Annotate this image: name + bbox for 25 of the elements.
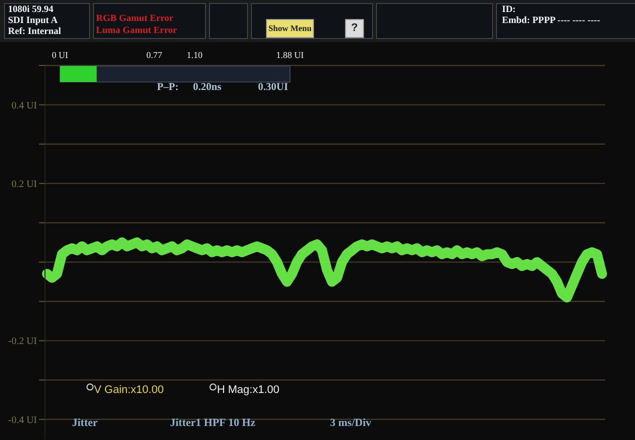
- x-tick-label: 1.88 UI: [276, 50, 304, 60]
- annotation: 0.20ns: [193, 82, 222, 94]
- y-tick-label: 0.4 UI: [11, 100, 37, 112]
- y-tick-label: -0.4 UI: [8, 414, 37, 426]
- x-tick-label: 0.77: [146, 50, 163, 60]
- annotation: Jitter1 HPF 10 Hz: [170, 417, 256, 430]
- annotation: V Gain:x10.00: [94, 384, 164, 396]
- text: Embd: PPPP ---- ---- ----: [502, 16, 600, 26]
- x-tick-label: 1.10: [186, 50, 203, 60]
- annotation: Jitter: [72, 417, 98, 430]
- text: SDI Input A: [8, 16, 58, 26]
- text: RGB Gamut Error: [96, 14, 174, 24]
- text: ?: [345, 19, 364, 38]
- text: 1080i 59.94: [8, 5, 54, 16]
- text: ID:: [502, 5, 516, 16]
- annotation: H Mag:x1.00: [217, 384, 280, 396]
- annotation: 3 ms/Div: [330, 417, 372, 430]
- text: Show Menu: [266, 19, 314, 38]
- annotation: 0.30UI: [258, 82, 288, 94]
- x-tick-label: 0 UI: [52, 50, 68, 60]
- annotation: P–P:: [157, 82, 179, 94]
- text: Luma Gamut Error: [96, 26, 178, 36]
- text: Ref: Internal: [8, 27, 62, 38]
- y-tick-label: -0.2 UI: [8, 336, 37, 348]
- y-tick-label: 0.2 UI: [11, 178, 37, 190]
